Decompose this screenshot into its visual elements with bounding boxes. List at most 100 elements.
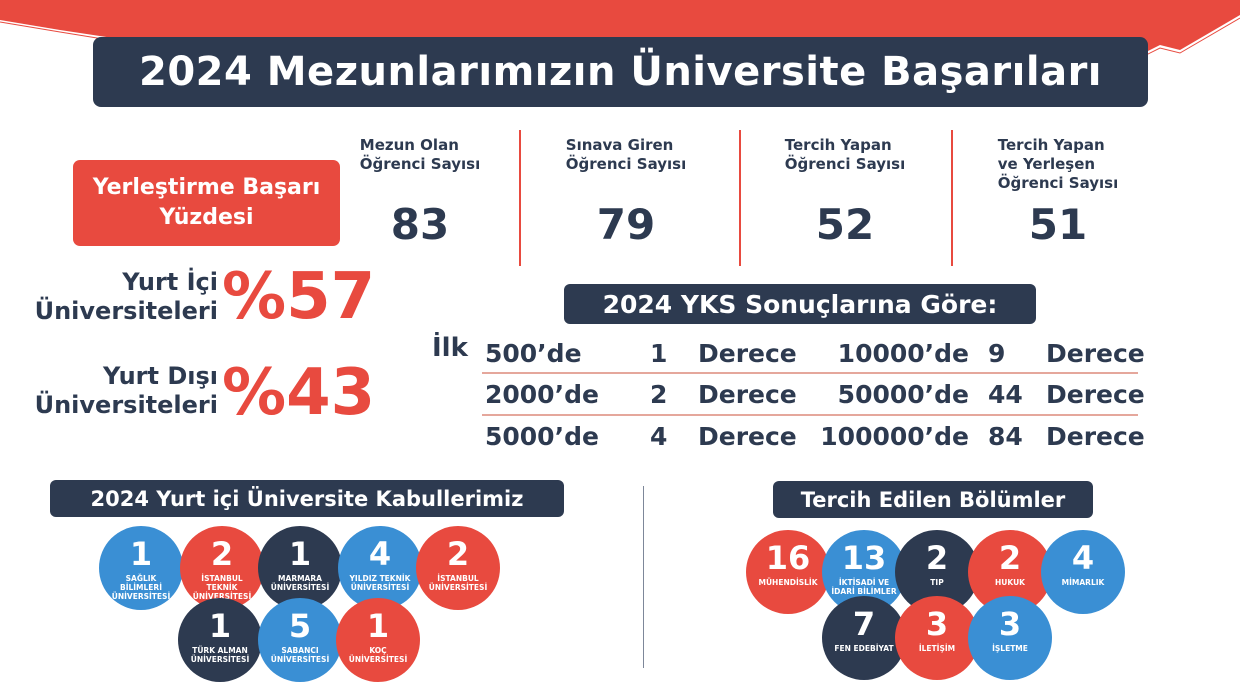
- circle-label-line: ÜNİVERSİTESİ: [111, 592, 171, 601]
- stat-circle: 2 TIP: [895, 530, 979, 614]
- stat-label-line: ve Yerleşen: [997, 155, 1096, 173]
- stat-block: Sınava Giren Öğrenci Sayısı 79: [526, 136, 726, 250]
- circle-label-line: FEN EDEBİYAT: [834, 644, 894, 653]
- yks-row-divider: [482, 414, 1138, 416]
- abroad-percentage: %43: [222, 356, 376, 430]
- yks-unit: Derece: [698, 380, 797, 409]
- yks-row: 500’de 1 Derece 10000’de 9 Derece: [485, 335, 1145, 375]
- stat-label: Sınava Giren Öğrenci Sayısı: [526, 136, 726, 196]
- stat-block: Tercih Yapan ve Yerleşen Öğrenci Sayısı 51: [958, 136, 1158, 250]
- stat-label-line: Sınava Giren: [565, 136, 674, 154]
- circle-count: 4: [1071, 539, 1095, 577]
- circle-count: 5: [288, 607, 312, 645]
- circle-label-line: İKTİSADİ VE: [838, 578, 890, 587]
- yks-count: 2: [650, 380, 668, 409]
- stat-circle: 16 MÜHENDİSLİK: [746, 530, 830, 614]
- stat-value: 79: [596, 200, 656, 249]
- circle-label-line: YILDIZ TEKNİK: [349, 574, 411, 583]
- stat-label-text: Tercih Yapan Öğrenci Sayısı: [785, 136, 905, 174]
- yks-rank: 5000’de: [485, 422, 599, 451]
- circle-count: 2: [446, 535, 470, 573]
- stat-circle: 3 İŞLETME: [968, 596, 1052, 680]
- circle-label-line: İSTANBUL: [437, 574, 479, 583]
- departments-heading: Tercih Edilen Bölümler: [773, 481, 1093, 518]
- stat-circle: 4 MİMARLIK: [1041, 530, 1125, 614]
- circle-label-line: SAĞLIK BİLİMLERİ: [119, 574, 162, 592]
- circle-label-line: MİMARLIK: [1061, 578, 1105, 587]
- stat-circle: 4 YILDIZ TEKNİK ÜNİVERSİTESİ: [338, 526, 422, 610]
- circle-label: FEN EDEBİYAT: [827, 644, 901, 653]
- circle-label-line: KOÇ: [369, 646, 387, 655]
- yks-rank: 500’de: [485, 339, 582, 368]
- badge-line-2: Yüzdesi: [159, 205, 254, 230]
- domestic-percentage: %57: [222, 260, 376, 334]
- yks-unit: Derece: [698, 339, 797, 368]
- yks-rank: 10000’de: [837, 339, 969, 368]
- abroad-label-line-1: Yurt Dışı: [102, 362, 218, 390]
- circle-label: MİMARLIK: [1046, 578, 1120, 587]
- circle-label: İSTANBUL ÜNİVERSİTESİ: [421, 574, 495, 592]
- yks-heading: 2024 YKS Sonuçlarına Göre:: [564, 284, 1036, 324]
- circle-label: SABANCI ÜNİVERSİTESİ: [263, 646, 337, 664]
- circle-label-line: SABANCI: [281, 646, 319, 655]
- circle-label-line: ÜNİVERSİTESİ: [350, 583, 410, 592]
- circle-label-line: ÜNİVERSİTESİ: [192, 592, 252, 601]
- circle-label-line: TÜRK ALMAN: [192, 646, 248, 655]
- abroad-label: Yurt Dışı Üniversiteleri: [28, 362, 218, 420]
- circle-count: 16: [765, 539, 811, 577]
- yks-unit: Derece: [1046, 422, 1145, 451]
- yks-count: 44: [988, 380, 1023, 409]
- stat-divider: [519, 130, 521, 266]
- section-divider: [643, 486, 644, 668]
- yks-unit: Derece: [1046, 380, 1145, 409]
- stat-label-line: Öğrenci Sayısı: [784, 155, 906, 173]
- yks-row: 5000’de 4 Derece 100000’de 84 Derece: [485, 418, 1145, 458]
- stat-block: Tercih Yapan Öğrenci Sayısı 52: [745, 136, 945, 250]
- circle-count: 2: [210, 535, 234, 573]
- stat-circle: 1 SAĞLIK BİLİMLERİ ÜNİVERSİTESİ: [99, 526, 183, 610]
- domestic-label-line-2: Üniversiteleri: [34, 297, 218, 325]
- circle-label: İŞLETME: [973, 644, 1047, 653]
- yks-prefix: İlk: [432, 333, 468, 363]
- circle-label: TÜRK ALMAN ÜNİVERSİTESİ: [183, 646, 257, 664]
- stat-label: Tercih Yapan ve Yerleşen Öğrenci Sayısı: [958, 136, 1158, 196]
- stat-label-line: Öğrenci Sayısı: [997, 174, 1119, 192]
- abroad-label-line-2: Üniversiteleri: [34, 391, 218, 419]
- circle-label-line: ÜNİVERSİTESİ: [348, 655, 408, 664]
- circle-label-line: MÜHENDİSLİK: [758, 578, 818, 587]
- stat-circle: 2 İSTANBUL ÜNİVERSİTESİ: [416, 526, 500, 610]
- universities-heading: 2024 Yurt içi Üniversite Kabullerimiz: [50, 480, 564, 517]
- stat-divider: [739, 130, 741, 266]
- circle-count: 3: [925, 605, 949, 643]
- circle-label: KOÇ ÜNİVERSİTESİ: [341, 646, 415, 664]
- circle-label: MÜHENDİSLİK: [751, 578, 825, 587]
- circle-label-line: TIP: [930, 578, 944, 587]
- stat-value: 83: [390, 200, 450, 249]
- stat-circle: 1 TÜRK ALMAN ÜNİVERSİTESİ: [178, 598, 262, 682]
- stat-circle: 1 KOÇ ÜNİVERSİTESİ: [336, 598, 420, 682]
- stat-divider: [951, 130, 953, 266]
- circle-count: 13: [841, 539, 887, 577]
- stat-circle: 3 İLETİŞİM: [895, 596, 979, 680]
- circle-count: 1: [208, 607, 232, 645]
- circle-label-line: İLETİŞİM: [918, 644, 956, 653]
- circle-label-line: İDARİ BİLİMLER: [831, 587, 897, 596]
- circle-label-line: İSTANBUL TEKNİK: [201, 574, 243, 592]
- domestic-label-line-1: Yurt İçi: [122, 268, 218, 296]
- yks-unit: Derece: [1046, 339, 1145, 368]
- circle-count: 4: [368, 535, 392, 573]
- circle-label-line: ÜNİVERSİTESİ: [270, 655, 330, 664]
- stat-label: Tercih Yapan Öğrenci Sayısı: [745, 136, 945, 196]
- stat-label-line: Tercih Yapan: [997, 136, 1105, 154]
- domestic-label: Yurt İçi Üniversiteleri: [28, 268, 218, 326]
- yks-rank: 50000’de: [837, 380, 969, 409]
- placement-success-badge: Yerleştirme Başarı Yüzdesi: [73, 160, 340, 246]
- circle-count: 7: [852, 605, 876, 643]
- stat-circle: 1 MARMARA ÜNİVERSİTESİ: [258, 526, 342, 610]
- yks-row-divider: [482, 372, 1138, 374]
- circle-label: İSTANBUL TEKNİK ÜNİVERSİTESİ: [185, 574, 259, 601]
- stat-circle: 5 SABANCI ÜNİVERSİTESİ: [258, 598, 342, 682]
- stat-label-text: Mezun Olan Öğrenci Sayısı: [360, 136, 480, 174]
- stat-label-line: Öğrenci Sayısı: [359, 155, 481, 173]
- yks-count: 1: [650, 339, 668, 368]
